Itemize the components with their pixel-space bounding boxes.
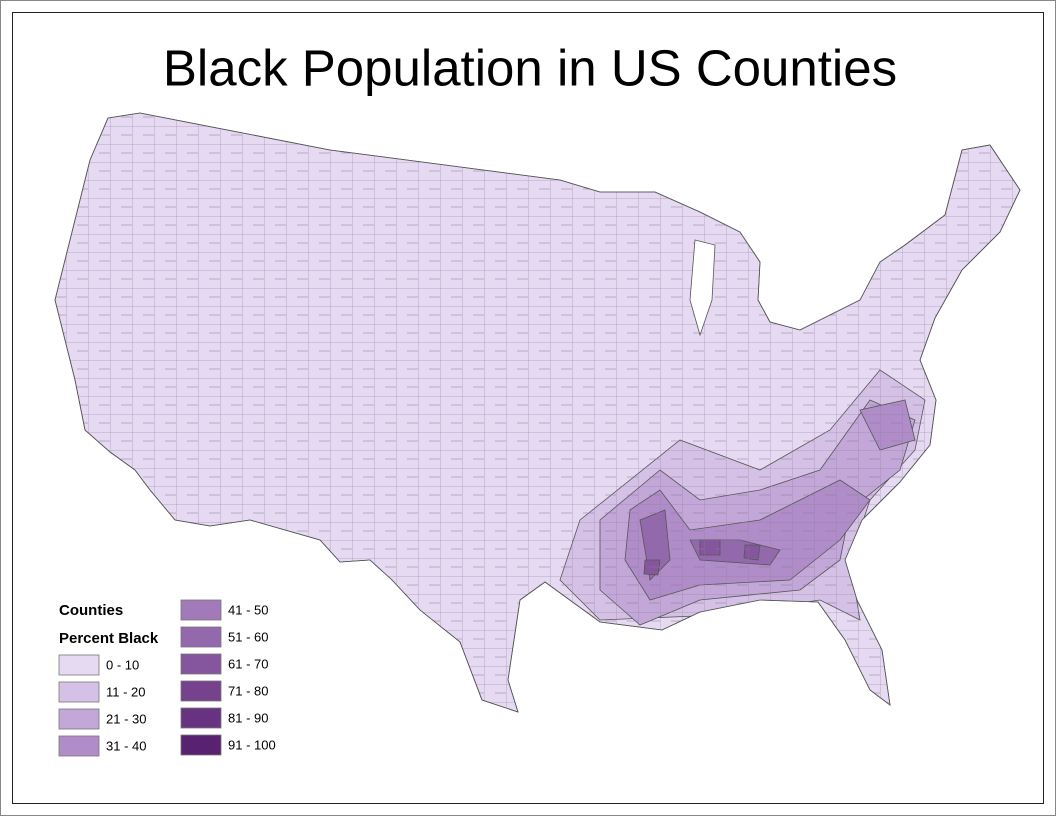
legend-swatch (58, 681, 100, 703)
legend-subheading: Percent Black (59, 630, 159, 647)
us-border (54, 112, 1021, 713)
legend-label: 71 - 80 (228, 683, 268, 698)
legend-swatch (180, 653, 222, 675)
legend-label: 91 - 100 (228, 737, 276, 752)
legend-label: 81 - 90 (228, 710, 268, 725)
legend-label: 11 - 20 (106, 684, 146, 699)
legend-label: 21 - 30 (106, 711, 146, 726)
legend-label: 51 - 60 (228, 629, 268, 644)
legend-swatch (180, 734, 222, 756)
legend-swatch (180, 707, 222, 729)
legend-swatch (180, 626, 222, 648)
legend-swatch (58, 654, 100, 676)
legend-label: 41 - 50 (228, 602, 268, 617)
legend-heading: Counties (59, 602, 123, 619)
map-title: Black Population in US Counties (163, 39, 897, 96)
legend-label: 61 - 70 (228, 656, 268, 671)
map-frame (12, 12, 1044, 804)
legend: Counties Percent Black 0 - 10 11 - 20 21 -… (58, 599, 276, 757)
legend-label: 31 - 40 (106, 738, 146, 753)
lake-michigan (689, 239, 716, 337)
legend-label: 0 - 10 (106, 657, 139, 672)
legend-swatch (180, 599, 222, 621)
legend-swatch (58, 708, 100, 730)
legend-swatch (180, 680, 222, 702)
legend-swatch (58, 735, 100, 757)
